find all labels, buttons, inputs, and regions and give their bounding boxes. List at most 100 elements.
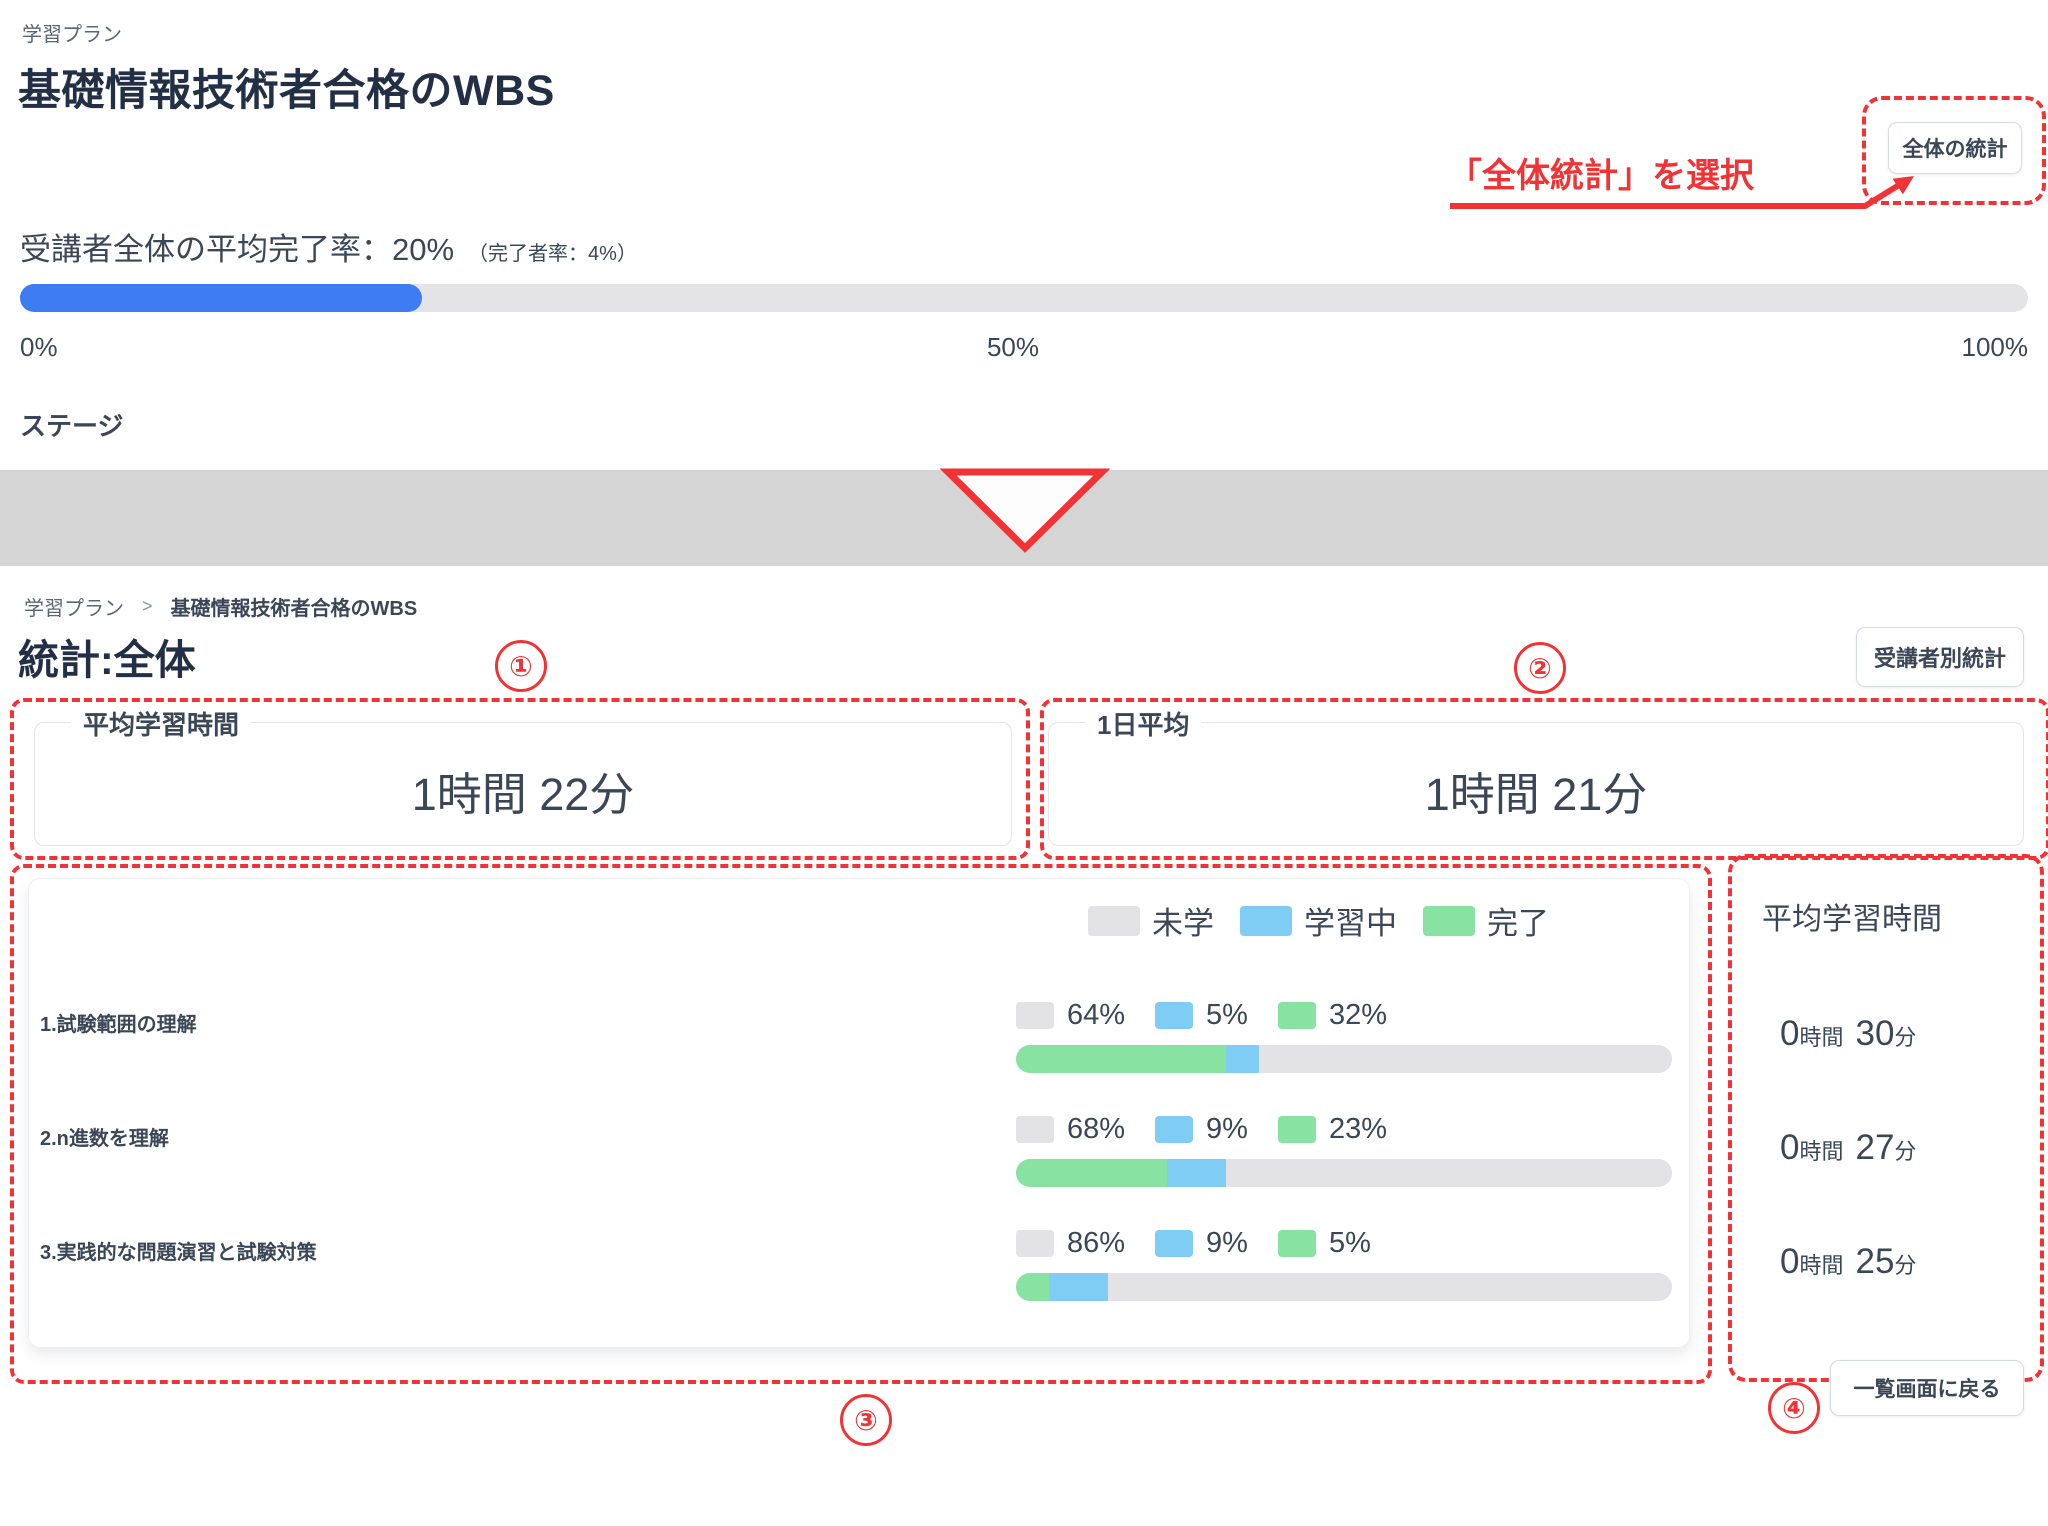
- legend-swatch: [1088, 905, 1140, 936]
- bar-segment-not-started: [1258, 1045, 1672, 1073]
- status-chip-percent: 5%: [1328, 1226, 1371, 1259]
- breadcrumb-detail: 学習プラン > 基礎情報技術者合格のWBS: [24, 592, 417, 621]
- bar-segment-in-progress: [1048, 1273, 1108, 1301]
- breadcrumb-current: 基礎情報技術者合格のWBS: [170, 598, 418, 620]
- stage-row-chips: 86% 9% 5%: [1016, 1226, 1371, 1260]
- status-chip: 32%: [1277, 998, 1388, 1032]
- right-panel-title: 平均学習時間: [1762, 903, 1942, 936]
- status-chip: 86%: [1016, 1227, 1125, 1260]
- legend-swatch: [1240, 905, 1292, 936]
- bar-segment-in-progress: [1225, 1045, 1259, 1073]
- status-chip-swatch: [1277, 1115, 1316, 1143]
- status-chip: 9%: [1155, 1113, 1248, 1146]
- status-chip-percent: 9%: [1206, 1112, 1248, 1145]
- avg-time-hour-unit: 時間: [1799, 1139, 1844, 1164]
- chart-legend: 未学 学習中 完了: [1088, 898, 1549, 943]
- legend-label: 完了: [1487, 906, 1549, 941]
- avg-study-time-card-label: 平均学習時間: [71, 705, 252, 742]
- status-chip-swatch: [1155, 1229, 1194, 1257]
- stage-row-label: 2.n進数を理解: [40, 1128, 169, 1150]
- status-chip: 23%: [1277, 1112, 1388, 1146]
- avg-time-minute-unit: 分: [1894, 1139, 1917, 1164]
- down-triangle-icon: [940, 468, 1110, 553]
- breadcrumb-parent-link[interactable]: 学習プラン: [24, 598, 124, 620]
- status-chip-percent: 23%: [1328, 1112, 1388, 1145]
- status-chip-swatch: [1155, 1115, 1194, 1143]
- bar-segment-in-progress: [1166, 1159, 1226, 1187]
- status-chip: 5%: [1155, 999, 1248, 1032]
- stage-progress-bar: [1016, 1273, 1672, 1301]
- stage-progress-card: [28, 878, 1690, 1348]
- stage-avg-time: 0時間 27分: [1780, 1128, 1916, 1168]
- per-learner-stats-button[interactable]: 受講者別統計: [1856, 627, 2024, 687]
- legend-label: 未学: [1152, 906, 1214, 941]
- avg-time-hours: 0: [1780, 1128, 1800, 1167]
- annotation-box-3: [10, 864, 1712, 1384]
- avg-time-hour-unit: 時間: [1799, 1253, 1844, 1278]
- status-chip-percent: 5%: [1206, 998, 1248, 1031]
- legend-swatch: [1423, 905, 1475, 936]
- bar-segment-not-started: [1107, 1273, 1672, 1301]
- status-chip: 64%: [1016, 999, 1125, 1032]
- annotation-number-1: ①: [495, 640, 547, 692]
- bar-segment-not-started: [1225, 1159, 1672, 1187]
- annotation-number-2: ②: [1514, 642, 1566, 694]
- scale-label-0: 0%: [20, 332, 58, 362]
- back-to-list-button[interactable]: 一覧画面に戻る: [1830, 1360, 2024, 1416]
- avg-time-hours: 0: [1780, 1014, 1800, 1053]
- overall-progress-fill: [20, 284, 422, 312]
- legend-item: 完了: [1423, 898, 1549, 943]
- annotation-number-4: ④: [1768, 1382, 1820, 1434]
- bar-segment-completed: [1016, 1045, 1226, 1073]
- status-chip-percent: 68%: [1067, 1112, 1126, 1145]
- stage-row-label: 1.試験範囲の理解: [40, 1014, 197, 1036]
- overall-stats-button[interactable]: 全体の統計: [1888, 122, 2022, 174]
- status-chip-swatch: [1277, 1001, 1316, 1029]
- stage-progress-bar: [1016, 1045, 1672, 1073]
- annotation-box-1: [10, 698, 1030, 860]
- legend-item: 未学: [1088, 898, 1214, 943]
- annotation-box-stats-button: [1862, 96, 2046, 205]
- status-chip-percent: 86%: [1067, 1226, 1126, 1259]
- detail-page-title: 統計:全体: [18, 637, 196, 683]
- annotation-select-label: 「全体統計」を選択: [1448, 157, 1754, 195]
- daily-avg-card-label: 1日平均: [1085, 705, 1202, 742]
- breadcrumb-separator-icon: >: [142, 596, 153, 616]
- status-chip-percent: 64%: [1067, 998, 1126, 1031]
- annotation-box-2: [1040, 698, 2048, 860]
- annotation-number-3: ③: [840, 1394, 892, 1446]
- status-chip-swatch: [1016, 1229, 1054, 1257]
- breadcrumb[interactable]: 学習プラン: [22, 24, 122, 46]
- avg-time-minutes: 25: [1855, 1242, 1895, 1281]
- status-chip: 9%: [1155, 1227, 1248, 1260]
- stage-progress-bar: [1016, 1159, 1672, 1187]
- avg-time-hours: 0: [1780, 1242, 1800, 1281]
- avg-time-hour-unit: 時間: [1799, 1025, 1844, 1050]
- status-chip-swatch: [1016, 1001, 1054, 1029]
- bar-segment-completed: [1016, 1273, 1049, 1301]
- avg-time-minute-unit: 分: [1894, 1253, 1917, 1278]
- stage-avg-time: 0時間 25分: [1780, 1242, 1916, 1282]
- status-chip-swatch: [1016, 1115, 1054, 1143]
- status-chip: 5%: [1277, 1226, 1371, 1260]
- avg-time-minutes: 27: [1855, 1128, 1895, 1167]
- bar-segment-completed: [1016, 1159, 1167, 1187]
- completion-rate-text: 受講者全体の平均完了率：20%: [20, 232, 455, 267]
- stage-heading: ステージ: [20, 411, 124, 441]
- avg-study-time-card-value: 1時間 22分: [411, 769, 635, 820]
- scale-label-50: 50%: [986, 332, 1040, 362]
- status-chip-percent: 32%: [1328, 998, 1388, 1031]
- daily-avg-card: 1日平均 1時間 21分: [1048, 705, 2024, 846]
- legend-label: 学習中: [1304, 906, 1397, 941]
- avg-time-minute-unit: 分: [1894, 1025, 1917, 1050]
- stage-row-chips: 68% 9% 23%: [1016, 1112, 1388, 1146]
- stage-row-label: 3.実践的な問題演習と試験対策: [40, 1242, 317, 1264]
- completion-rate-sub-text: （完了者率：4%）: [468, 243, 637, 265]
- annotation-arrow-icon: [1450, 176, 1914, 209]
- legend-item: 学習中: [1240, 898, 1397, 943]
- page-title: 基礎情報技術者合格のWBS: [18, 67, 555, 115]
- stage-avg-time: 0時間 30分: [1780, 1014, 1916, 1054]
- avg-time-minutes: 30: [1855, 1014, 1895, 1053]
- overall-progress-track: [20, 284, 2028, 312]
